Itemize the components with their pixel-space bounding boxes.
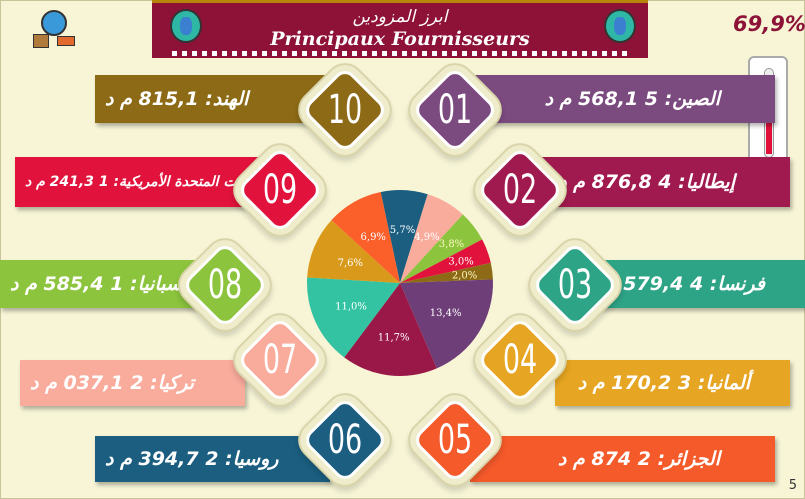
rank-number: 10 [327,87,363,133]
pie-slice [400,279,493,369]
pie-data-label: 11,0% [335,302,367,313]
rank-number: 07 [262,337,298,383]
supplier-bar-04: ألمانيا: 3 170,2 م د [555,360,790,406]
pie-slice [344,283,437,376]
rank-number: 04 [502,337,538,383]
pie-slice [400,239,491,283]
supplier-label: الجزائر: 2 874 م د [557,448,720,470]
rank-number: 06 [327,417,363,463]
pie-slice [331,192,400,283]
pie-data-label: 2,0% [452,271,477,282]
pie-data-label: 7,6% [338,258,363,269]
pie-slice [307,277,400,358]
pie-data-label: 11,7% [378,333,410,344]
rank-number: 01 [437,87,473,133]
supplier-label: الصين: 5 568,1 م د [544,88,720,110]
supplier-label: الهند: 815,1 م د [105,88,249,110]
pie-data-label: 3,0% [448,256,473,267]
pie-data-label: 6,9% [361,232,386,243]
pie-data-label: 4,9% [414,232,439,243]
total-share: 69,9% [733,12,805,36]
rank-number: 09 [262,167,298,213]
title-arabic: ابرز المزودين [352,7,448,27]
supplier-bar-07: تركيا: 2 037,1 م د [20,360,245,406]
pie-slice [400,214,483,283]
pie-slice [380,190,428,283]
supplier-bar-01: الصين: 5 568,1 م د [470,75,775,123]
supplier-label: إيطاليا: 4 876,8 م د [558,171,735,193]
supplier-bar-05: الجزائر: 2 874 م د [470,436,775,482]
supplier-label: الولايات المتحدة الأمريكية: 1 241,3 م د [25,174,269,190]
pie-slice [307,220,400,283]
pie-data-label: 3,8% [439,239,464,250]
supplier-label: فرنسا: 4 579,4 م د [590,273,765,295]
supplier-label: ألمانيا: 3 170,2 م د [577,372,750,394]
rank-number: 03 [557,262,593,308]
rank-number: 02 [502,167,538,213]
pie-slice [400,194,463,283]
supplier-bar-06: روسيا: 2 394,7 م د [95,436,330,482]
globe-map-icon [170,9,202,43]
supplier-label: إسبانيا: 1 585,4 م د [10,273,188,295]
decorative-border [172,51,628,56]
pie-data-label: 13,4% [430,308,462,319]
pie-chart: 5,7%4,9%3,8% 3,0% 2,0% 13,4% 11,7% 11,0% 7,6% 6… [307,190,493,376]
supplier-bar-10: الهند: 815,1 م د [95,75,330,123]
supplier-label: تركيا: 2 037,1 م د [30,372,194,394]
pie-data-label: 5,7% [390,225,415,236]
supplier-label: روسيا: 2 394,7 م د [105,448,279,470]
pie-slice [400,262,493,283]
title-banner: ابرز المزودين Principaux Fournisseurs [152,0,648,58]
rank-number: 08 [207,262,243,308]
global-logistics-icon [33,8,77,50]
rank-number: 05 [437,417,473,463]
globe-map-icon [604,9,636,43]
title-french: Principaux Fournisseurs [270,28,530,50]
page-number: 5 [788,478,797,493]
